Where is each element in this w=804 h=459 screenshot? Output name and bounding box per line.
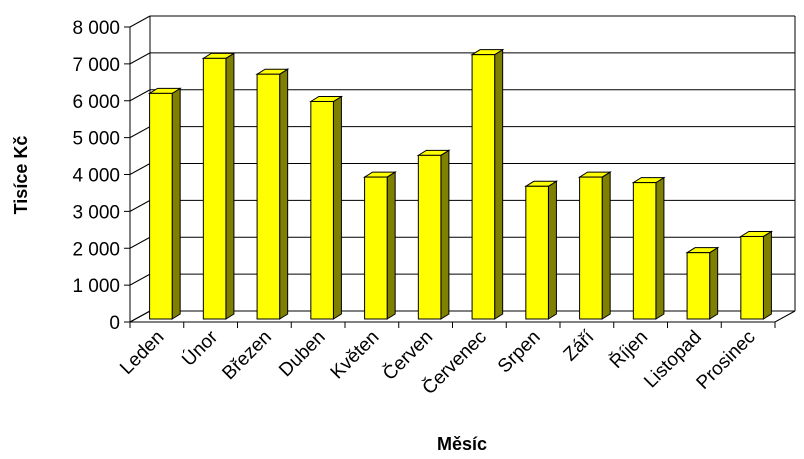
y-tick-label: 0 (109, 313, 120, 334)
bar-side (225, 52, 235, 320)
y-tick-labels: 0 1 000 2 000 3 000 4 000 5 000 6 000 7 000 8 00… (72, 18, 120, 334)
y-tick-label: 8 000 (72, 18, 120, 39)
gridline-side (129, 15, 151, 28)
bar-side (279, 68, 289, 320)
bar-side (171, 87, 181, 320)
bar-front (471, 54, 496, 320)
gridline-side (129, 163, 151, 175)
x-axis-title: Měsíc (437, 434, 487, 454)
bar (309, 95, 344, 320)
bar (416, 149, 451, 320)
bar-front (525, 185, 549, 320)
y-tick-label: 1 000 (72, 276, 120, 297)
x-tick-label: Říjen (605, 326, 652, 373)
bar-front (417, 154, 442, 320)
y-tick-label: 4 000 (72, 166, 120, 187)
y-tick-label: 5 000 (72, 129, 120, 150)
bars (147, 48, 774, 320)
y-tick-label: 7 000 (72, 55, 120, 76)
gridline-side (129, 52, 151, 65)
bar (577, 171, 612, 320)
gridline-side (129, 199, 151, 212)
bar-side (386, 171, 396, 320)
bar-front (310, 100, 334, 320)
gridline-side (129, 126, 151, 139)
bar (470, 48, 505, 320)
bar-side (655, 176, 665, 320)
bar-side (440, 149, 450, 320)
bar (524, 180, 559, 320)
x-tick-label: Září (560, 326, 599, 365)
bar (362, 171, 397, 320)
bar-front (579, 176, 603, 320)
gridline-side (129, 89, 151, 102)
x-tick-label: Prosinec (693, 327, 760, 394)
x-tick-label: Květen (327, 327, 384, 384)
bar-front (256, 73, 281, 320)
bar-front (202, 57, 227, 320)
x-tick-label: Leden (116, 327, 168, 379)
gridline-side (129, 273, 151, 286)
bar-side (709, 246, 719, 320)
bar-front (632, 182, 657, 320)
gridline-side (129, 236, 151, 249)
bar-side (601, 171, 611, 320)
y-axis-title: Tisíce Kč (11, 136, 31, 215)
bar-front (364, 176, 388, 320)
bar-side (332, 95, 342, 320)
bar-side (547, 180, 557, 320)
bar-side (494, 48, 504, 320)
bar (685, 246, 720, 320)
bar-side (762, 230, 772, 320)
x-tick-label: Únor (177, 326, 222, 371)
bar (255, 68, 290, 320)
bar (631, 176, 666, 320)
x-tick-label: Srpen (494, 327, 545, 378)
bar (201, 52, 236, 320)
x-tick-label: Březen (218, 327, 275, 384)
gridline-side (129, 310, 151, 323)
bar-front (686, 252, 711, 320)
y-tick-label: 3 000 (72, 202, 120, 223)
y-tick-label: 6 000 (72, 92, 120, 113)
y-tick-label: 2 000 (72, 239, 120, 260)
x-tick-label: Duben (275, 327, 329, 381)
bar-front (149, 92, 173, 320)
bar (147, 87, 182, 320)
bar (739, 230, 774, 320)
bar-front (740, 235, 764, 320)
